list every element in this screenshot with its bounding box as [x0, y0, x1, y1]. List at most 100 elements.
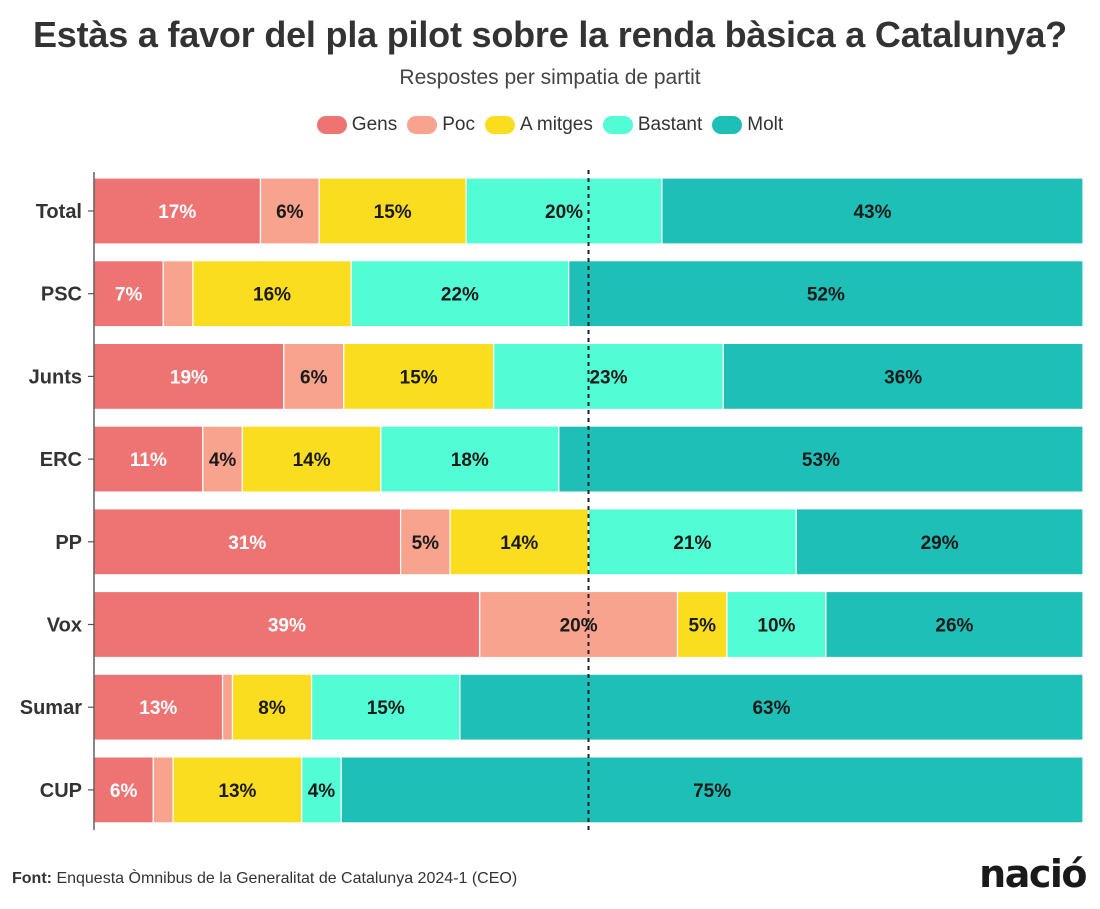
legend-swatch — [484, 116, 515, 134]
category-label: Vox — [47, 615, 82, 637]
bar-segment-gens — [93, 260, 164, 328]
bar-segment-poc — [152, 756, 174, 824]
legend-label: A mitges — [519, 114, 593, 135]
legend-swatch — [407, 116, 438, 134]
data-label: 13% — [139, 698, 177, 719]
legend-item-gens: Gens — [316, 114, 398, 136]
category-label: ERC — [40, 449, 82, 471]
bar-segment-bastant — [465, 177, 663, 245]
bar-row-sumar: 13% 8% 15% 63% — [93, 673, 1084, 741]
bar-segment-a-mitges — [231, 673, 313, 741]
data-label: 23% — [589, 367, 627, 388]
bar-row-total: 17% 6% 15% 20% 43% — [93, 177, 1084, 245]
data-label: 19% — [170, 367, 208, 388]
bar-segment-poc — [479, 590, 679, 659]
data-label: 20% — [560, 616, 598, 637]
bar-segment-molt — [722, 342, 1084, 410]
bar-segment-bastant — [301, 756, 342, 824]
brand-logo[interactable]: nació — [979, 852, 1087, 896]
bar-segment-gens — [93, 425, 204, 493]
legend-swatch — [602, 116, 633, 134]
bar-segment-a-mitges — [172, 756, 303, 824]
bar-row-cup: 6% 13% 4% 75% — [93, 756, 1084, 824]
bar-segment-molt — [568, 260, 1084, 328]
data-label: 43% — [853, 202, 891, 223]
bar-segment-gens — [93, 508, 402, 576]
data-label: 11% — [130, 450, 167, 471]
data-label: 18% — [451, 450, 489, 471]
data-label: 13% — [218, 781, 256, 802]
data-label: 8% — [258, 698, 286, 719]
chart-subtitle: Respostes per simpatia de partit — [399, 66, 701, 89]
legend-item-molt: Molt — [712, 114, 783, 136]
bar-segment-poc — [259, 177, 320, 245]
legend-label: Molt — [747, 114, 784, 135]
data-label: 75% — [693, 781, 731, 802]
legend-label: Gens — [351, 114, 398, 135]
legend-swatch — [712, 116, 743, 134]
bar-segment-gens — [93, 177, 262, 245]
bar-segment-molt — [558, 425, 1084, 493]
source-note: Font: Enquesta Òmnibus de la Generalitat… — [12, 870, 517, 888]
data-label: 20% — [545, 202, 583, 223]
data-label: 39% — [268, 616, 306, 637]
bar-row-psc: 7% 16% 22% 52% — [93, 260, 1084, 328]
data-label: 52% — [807, 285, 845, 306]
category-label: PSC — [41, 284, 82, 306]
data-label: 4% — [209, 450, 237, 471]
data-label: 36% — [884, 367, 922, 388]
data-label: 6% — [110, 781, 138, 802]
bar-row-erc: 11% 4% 14% 18% 53% — [93, 425, 1084, 493]
data-label: 14% — [293, 450, 331, 471]
bar-segment-bastant — [587, 508, 797, 576]
bar-segment-gens — [93, 342, 285, 410]
stacked-bar-chart: 17% 6% 15% 20% 43% Total 7% 16% 22% 52% PSC 19% 6% 15… — [20, 170, 1084, 830]
legend-item-poc: Poc — [407, 114, 475, 136]
data-label: 10% — [757, 616, 795, 637]
data-label: 4% — [308, 781, 336, 802]
bar-segment-bastant — [310, 673, 461, 741]
bar-segment-molt — [825, 590, 1084, 659]
bar-segment-a-mitges — [449, 508, 590, 576]
bar-segment-poc — [221, 673, 234, 741]
legend: Gens Poc A mitges Bastant Molt — [0, 114, 1100, 136]
bar-segment-poc — [162, 260, 194, 328]
category-label: Total — [36, 201, 82, 223]
data-label: 22% — [441, 285, 479, 306]
category-label: Junts — [29, 366, 82, 388]
legend-label: Bastant — [637, 114, 703, 135]
legend-item-a-mitges: A mitges — [484, 114, 593, 136]
data-label: 26% — [935, 616, 973, 637]
source-text: Enquesta Òmnibus de la Generalitat de Ca… — [56, 870, 518, 887]
data-label: 14% — [500, 533, 538, 554]
bar-segment-molt — [661, 177, 1084, 245]
category-label: CUP — [40, 780, 82, 802]
data-label: 6% — [300, 367, 328, 388]
bar-segment-molt — [340, 756, 1084, 824]
legend-label: Poc — [442, 114, 475, 135]
data-label: 53% — [802, 450, 840, 471]
data-label: 16% — [253, 285, 291, 306]
legend-item-bastant: Bastant — [602, 114, 703, 136]
bar-segment-a-mitges — [676, 590, 728, 659]
bar-segment-molt — [795, 508, 1084, 576]
source-label: Font: — [12, 870, 52, 887]
data-label: 15% — [367, 698, 405, 719]
bar-segment-poc — [202, 425, 243, 493]
category-label: PP — [55, 532, 82, 554]
data-label: 21% — [673, 533, 711, 554]
data-label: 17% — [158, 202, 196, 223]
data-label: 5% — [412, 533, 440, 554]
bar-segment-a-mitges — [318, 177, 467, 245]
bar-row-junts: 19% 6% 15% 23% 36% — [93, 342, 1084, 410]
bar-row-vox: 39% 20% 5% 10% 26% — [93, 590, 1084, 659]
data-label: 6% — [276, 202, 304, 223]
legend-swatch — [316, 116, 347, 134]
data-label: 31% — [228, 533, 266, 554]
data-label: 15% — [374, 202, 412, 223]
chart-title: Estàs a favor del pla pilot sobre la ren… — [33, 14, 1067, 55]
data-label: 29% — [921, 533, 959, 554]
bar-segment-molt — [459, 673, 1084, 741]
data-label: 63% — [752, 698, 790, 719]
bar-segment-a-mitges — [241, 425, 382, 493]
